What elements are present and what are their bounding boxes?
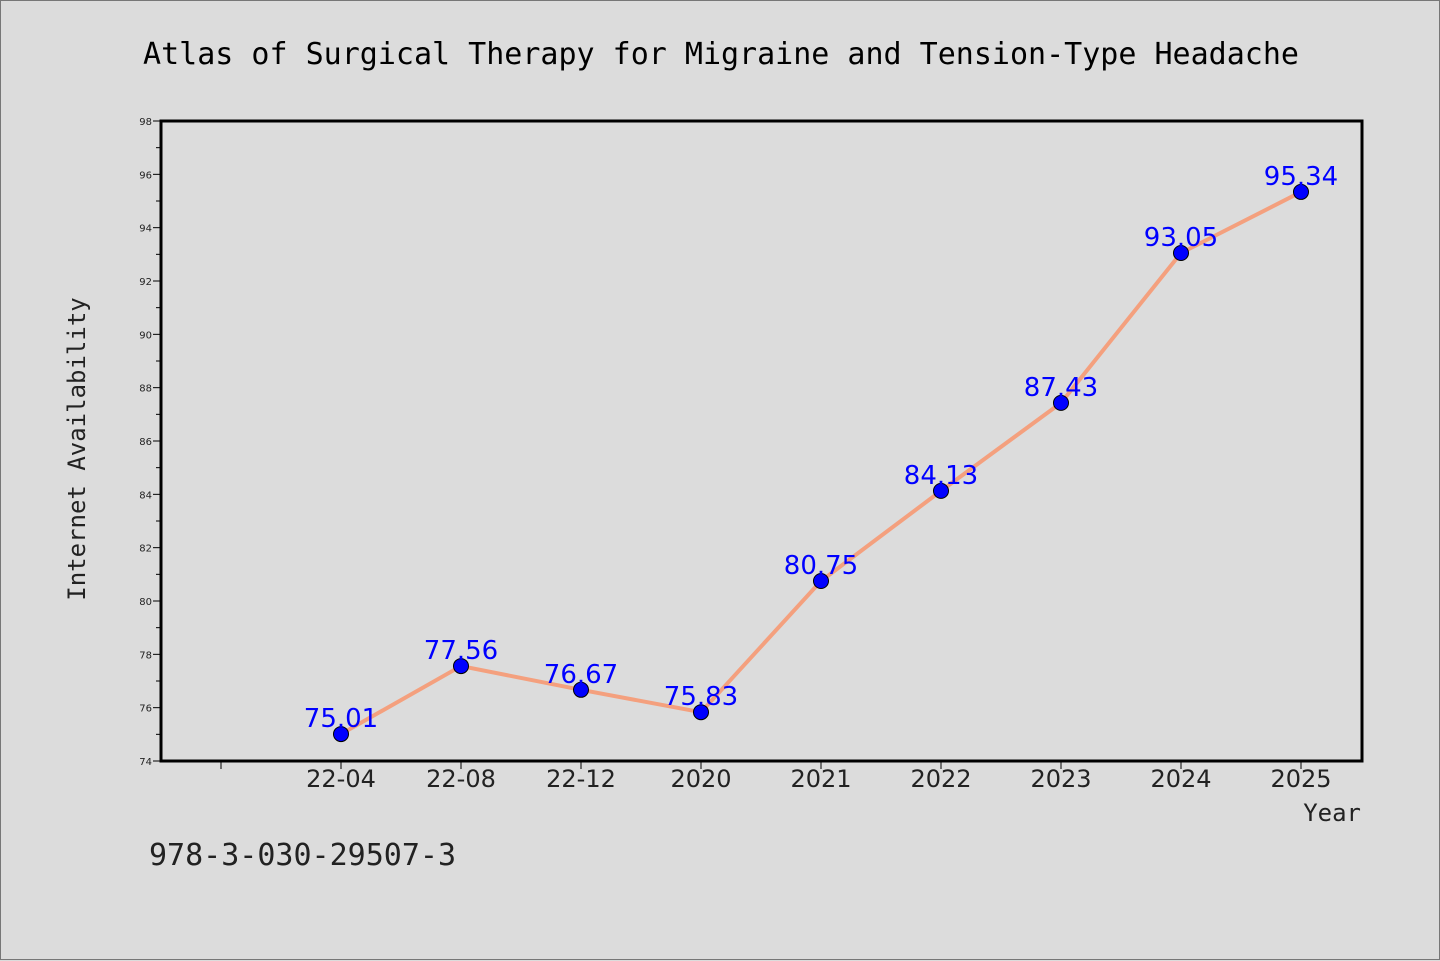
x-tick-label: 2020 xyxy=(670,765,731,793)
x-tick-label: 2025 xyxy=(1270,765,1331,793)
data-point xyxy=(813,573,829,589)
data-point xyxy=(1053,394,1069,411)
x-tick-label: 22-04 xyxy=(306,765,376,793)
data-label: 95.34 xyxy=(1264,162,1338,192)
x-tick-label: 22-08 xyxy=(426,765,496,793)
data-label: 76.67 xyxy=(544,660,618,690)
x-tick-label: 2022 xyxy=(910,765,971,793)
x-tick-label: 2021 xyxy=(790,765,851,793)
y-tick-label: 98 xyxy=(139,117,152,128)
data-point xyxy=(1173,245,1189,261)
y-tick-label: 92 xyxy=(139,277,152,288)
x-tick-label: 2023 xyxy=(1030,765,1091,793)
plot-area-border xyxy=(159,119,1364,763)
y-tick-label: 74 xyxy=(139,757,152,768)
data-label: 80.75 xyxy=(784,551,858,581)
y-tick-label: 82 xyxy=(139,544,152,555)
isbn-text: 978-3-030-29507-3 xyxy=(149,838,456,873)
data-point xyxy=(453,658,469,675)
y-tick-label: 80 xyxy=(139,597,152,608)
data-point xyxy=(1293,183,1309,200)
y-axis-label: Internet Availability xyxy=(63,297,91,600)
data-point xyxy=(933,482,949,499)
y-tick-label: 88 xyxy=(139,384,152,395)
x-tick-label: 2024 xyxy=(1150,765,1211,793)
chart-title: Atlas of Surgical Therapy for Migraine a… xyxy=(143,37,1299,72)
y-axis: 74 76 78 80 82 84 86 88 90 92 94 96 98 xyxy=(139,117,161,768)
y-tick-label: 90 xyxy=(139,330,152,341)
data-label: 93.05 xyxy=(1144,223,1218,253)
data-point xyxy=(333,726,349,743)
series-group xyxy=(333,183,1309,743)
x-tick-label: 22-12 xyxy=(546,765,616,793)
data-label: 75.83 xyxy=(664,682,738,712)
y-tick-label: 76 xyxy=(139,704,152,715)
data-label: 84.13 xyxy=(904,461,978,491)
data-point xyxy=(573,681,589,698)
data-label: 75.01 xyxy=(304,704,378,734)
y-tick-label: 78 xyxy=(139,650,152,661)
x-axis: 22-04 22-08 22-12 2020 2021 2022 2023 2024 2025 xyxy=(220,761,1332,793)
y-tick-label: 94 xyxy=(139,224,152,235)
y-tick-label: 96 xyxy=(139,170,152,181)
y-tick-label: 86 xyxy=(139,437,152,448)
data-label-group: 75.01 77.56 76.67 75.83 80.75 84.13 87.43 93.05… xyxy=(304,162,1338,734)
data-label: 87.43 xyxy=(1024,373,1098,403)
x-axis-label: Year xyxy=(1303,799,1361,827)
data-point xyxy=(693,704,709,721)
y-tick-label: 84 xyxy=(139,490,152,501)
data-label: 77.56 xyxy=(424,636,498,666)
